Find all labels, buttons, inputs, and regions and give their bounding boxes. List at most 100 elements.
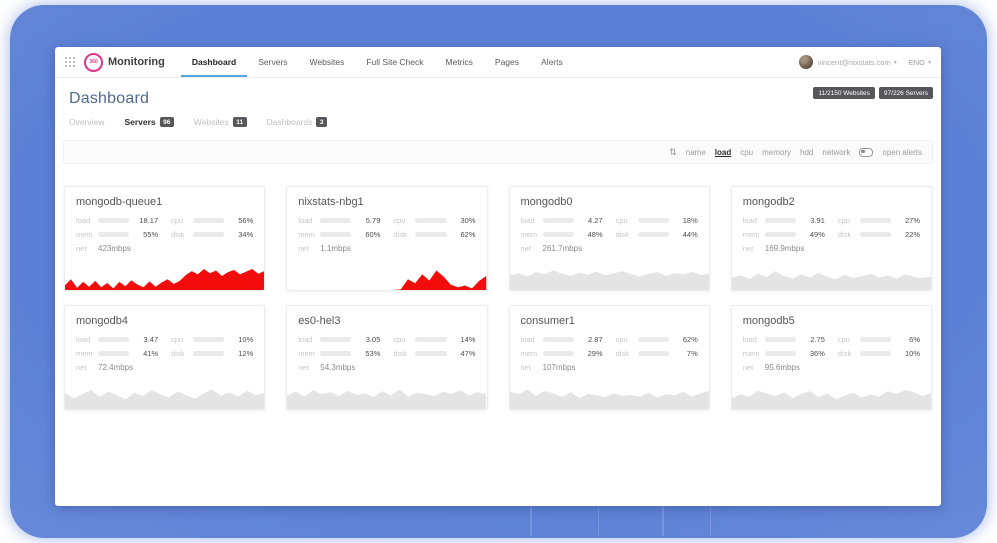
server-card-mongodb0[interactable]: mongodb0 load 4.27 cpu 18% mem 48% disk 44% net…	[508, 186, 710, 291]
cpu-value: 56%	[238, 216, 254, 225]
cpu-bar	[859, 218, 891, 223]
net-value: 1.1mbps	[320, 244, 351, 253]
cpu-value: 6%	[909, 335, 920, 344]
load-value: 5.79	[365, 216, 381, 225]
server-card-mongodb-queue1[interactable]: mongodb-queue1 load 18.17 cpu 56% mem 55% disk…	[64, 186, 266, 291]
load-label: load	[298, 216, 313, 225]
disk-bar	[637, 351, 669, 356]
load-bar	[98, 337, 130, 342]
cpu-stat: cpu 27%	[838, 216, 920, 225]
mem-label: mem	[298, 230, 315, 239]
load-bar	[320, 218, 352, 223]
user-avatar[interactable]	[798, 55, 813, 69]
nav-item-servers[interactable]: Servers	[258, 57, 288, 67]
tab-dashboards[interactable]: Dashboards 3	[267, 117, 328, 127]
tab-servers[interactable]: Servers 96	[124, 117, 174, 127]
language-dropdown[interactable]: ENG	[908, 57, 925, 67]
server-name: mongodb-queue1	[76, 196, 163, 208]
mem-value: 49%	[809, 230, 825, 239]
net-row: net 169.9mbps	[743, 244, 920, 253]
net-value: 423mbps	[98, 244, 131, 253]
mem-stat: mem 36%	[743, 349, 825, 358]
user-email-dropdown[interactable]: vincent@nixstats.com	[817, 57, 891, 67]
load-value: 3.91	[810, 216, 825, 225]
load-label: load	[520, 335, 535, 344]
mem-value: 41%	[143, 349, 159, 358]
disk-stat: disk 10%	[838, 349, 920, 358]
server-card-mongodb4[interactable]: mongodb4 load 3.47 cpu 10% mem 41% disk 12% net…	[64, 305, 266, 410]
cpu-stat: cpu 62%	[616, 335, 698, 344]
server-stats: load 3.05 cpu 14% mem 53% disk 47%	[287, 335, 486, 358]
cpu-label: cpu	[615, 216, 628, 225]
cpu-stat: cpu 6%	[838, 335, 920, 344]
net-label: net	[742, 363, 754, 372]
sparkline-chart	[65, 382, 265, 409]
nav-item-websites[interactable]: Websites	[309, 57, 345, 67]
main-nav: Dashboard Servers Websites Full Site Check M…	[181, 47, 574, 77]
title-row: Dashboard 11/2150 Websites 97/226 Server…	[63, 87, 933, 108]
nav-item-full-site-check[interactable]: Full Site Check	[366, 57, 424, 67]
load-value: 2.75	[810, 335, 825, 344]
sparkline-chart	[65, 263, 265, 290]
disk-stat: disk 12%	[171, 349, 253, 358]
mem-stat: mem 55%	[76, 230, 158, 239]
cpu-bar	[415, 337, 447, 342]
cpu-stat: cpu 18%	[616, 216, 698, 225]
cpu-label: cpu	[171, 216, 184, 225]
disk-label: disk	[171, 349, 185, 358]
server-card-mongodb2[interactable]: mongodb2 load 3.91 cpu 27% mem 49% disk 22% net…	[730, 186, 932, 291]
nav-item-metrics[interactable]: Metrics	[445, 57, 473, 67]
nav-item-pages[interactable]: Pages	[494, 57, 520, 67]
net-label: net	[298, 244, 309, 253]
mem-value: 36%	[809, 349, 825, 358]
sort-option-cpu[interactable]: cpu	[740, 147, 754, 157]
load-bar	[764, 218, 796, 223]
tab-overview[interactable]: Overview	[69, 117, 104, 127]
app-launcher-grid-icon[interactable]	[65, 57, 75, 67]
cpu-value: 14%	[460, 335, 476, 344]
frame-streak	[662, 500, 664, 536]
server-card-consumer1[interactable]: consumer1 load 2.87 cpu 62% mem 29% disk 7% net…	[508, 305, 710, 410]
frame-streak	[530, 500, 532, 536]
open-alerts-toggle-icon[interactable]	[859, 147, 874, 157]
server-name: consumer1	[520, 315, 575, 327]
load-stat: load 3.91	[743, 216, 825, 225]
server-name: mongodb4	[76, 315, 128, 327]
dashboard-tabs: Overview Servers 96 Websites 11 Dashboards 3	[69, 117, 933, 127]
disk-bar	[637, 232, 669, 237]
mem-stat: mem 48%	[521, 230, 603, 239]
cpu-bar	[637, 218, 669, 223]
sort-option-memory[interactable]: memory	[762, 147, 792, 157]
tab-label: Websites	[193, 117, 229, 127]
open-alerts-label[interactable]: open alerts	[882, 147, 922, 157]
nav-item-alerts[interactable]: Alerts	[541, 57, 563, 67]
websites-count-badge: 11/2150 Websites	[813, 87, 875, 99]
nav-item-dashboard[interactable]: Dashboard	[181, 47, 247, 77]
net-label: net	[76, 363, 87, 372]
disk-stat: disk 47%	[393, 349, 475, 358]
load-value: 18.17	[139, 216, 159, 225]
tab-websites[interactable]: Websites 11	[194, 117, 247, 127]
top-navbar: 360 Monitoring Dashboard Servers Websites F…	[55, 47, 941, 78]
net-row: net 54.3mbps	[298, 363, 475, 372]
net-label: net	[742, 244, 754, 253]
net-value: 95.6mbps	[764, 363, 800, 372]
net-row: net 95.6mbps	[743, 363, 920, 372]
cpu-label: cpu	[171, 335, 184, 344]
server-card-es0-hel3[interactable]: es0-hel3 load 3.05 cpu 14% mem 53% disk 47% net…	[286, 305, 488, 410]
sort-option-name[interactable]: name	[685, 147, 706, 157]
cpu-bar	[415, 218, 447, 223]
frame-streak	[710, 504, 711, 536]
sort-option-load[interactable]: load	[714, 147, 732, 157]
sort-arrows-icon: ⇅	[669, 146, 677, 157]
server-card-mongodb5[interactable]: mongodb5 load 2.75 cpu 6% mem 36% disk 10% net …	[730, 305, 932, 410]
brand-logo-text: 360	[89, 59, 98, 65]
load-bar	[542, 337, 574, 342]
server-card-nixstats-nbg1[interactable]: nixstats-nbg1 load 5.79 cpu 30% mem 60% disk 62…	[286, 186, 488, 291]
net-value: 107mbps	[542, 363, 576, 372]
sort-option-network[interactable]: network	[822, 147, 851, 157]
disk-value: 10%	[904, 349, 920, 358]
sort-option-hdd[interactable]: hdd	[800, 147, 814, 157]
disk-stat: disk 22%	[838, 230, 920, 239]
sparkline-chart	[731, 263, 931, 290]
